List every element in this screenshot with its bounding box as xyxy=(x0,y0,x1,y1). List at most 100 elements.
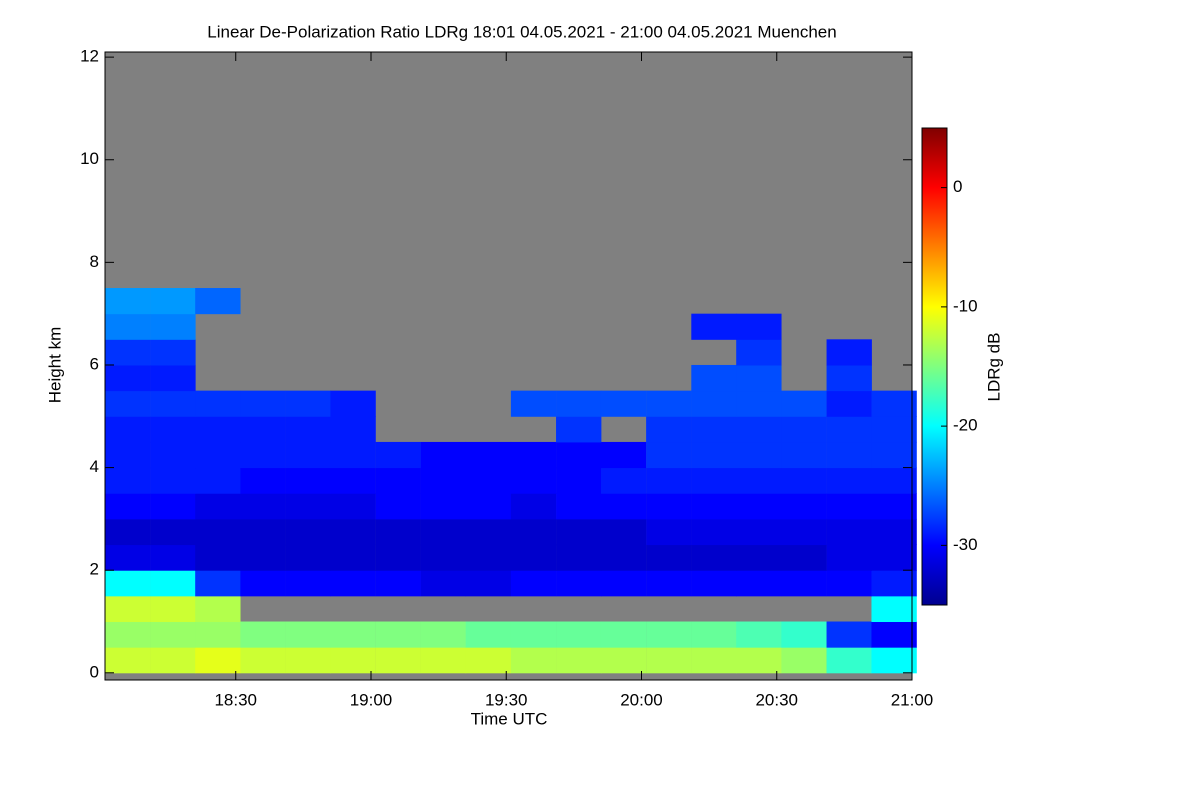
y-tick-label: 8 xyxy=(90,252,99,271)
heatmap-cell xyxy=(330,518,376,546)
heatmap-cell xyxy=(736,621,782,648)
heatmap-cell xyxy=(691,518,737,546)
heatmap-cell xyxy=(600,518,647,546)
heatmap-cell xyxy=(781,621,827,648)
heatmap-cell xyxy=(330,544,376,571)
heatmap-cell xyxy=(285,570,331,597)
heatmap-cell xyxy=(105,416,151,443)
y-axis-label: Height km xyxy=(45,327,64,404)
heatmap-cell xyxy=(195,570,241,597)
heatmap-cell xyxy=(195,518,241,546)
x-axis-label: Time UTC xyxy=(471,709,548,728)
heatmap-cell xyxy=(420,493,467,520)
heatmap-cell xyxy=(375,621,421,648)
heatmap-cell xyxy=(826,518,872,546)
heatmap-cell xyxy=(465,518,512,546)
heatmap-cell xyxy=(465,570,512,597)
x-tick-label: 20:30 xyxy=(755,690,798,709)
heatmap-cell xyxy=(556,416,602,443)
heatmap-cell xyxy=(600,544,647,571)
heatmap-cell xyxy=(105,441,151,469)
heatmap-cell xyxy=(510,390,557,417)
heatmap-cell xyxy=(646,621,692,648)
heatmap-cell xyxy=(240,518,286,546)
heatmap-cell xyxy=(330,390,376,417)
heatmap-cell xyxy=(375,467,421,494)
heatmap-cell xyxy=(826,621,872,648)
heatmap-cell xyxy=(781,467,827,494)
heatmap-cell xyxy=(781,441,827,469)
heatmap-cell xyxy=(195,493,241,520)
heatmap-cell xyxy=(105,647,151,674)
heatmap-cell xyxy=(195,441,241,469)
heatmap-cell xyxy=(330,570,376,597)
heatmap-cell xyxy=(330,416,376,443)
heatmap-cell xyxy=(736,390,782,417)
heatmap-cell xyxy=(871,467,917,494)
heatmap-cell xyxy=(691,493,737,520)
heatmap-cell xyxy=(600,570,647,597)
heatmap-cell xyxy=(600,441,647,469)
heatmap-cell xyxy=(736,647,782,674)
heatmap-cell xyxy=(150,544,196,571)
plot-area xyxy=(105,52,917,680)
heatmap-cell xyxy=(285,621,331,648)
heatmap-cell xyxy=(375,544,421,571)
heatmap-cell xyxy=(105,467,151,494)
plot-frame xyxy=(104,51,913,681)
heatmap-cell xyxy=(600,647,647,674)
heatmap-cell xyxy=(510,441,557,469)
heatmap-cell xyxy=(150,390,196,417)
y-tick-label: 0 xyxy=(90,662,99,681)
heatmap-cell xyxy=(556,544,602,571)
y-tick-label: 12 xyxy=(80,47,99,66)
heatmap-cell xyxy=(150,313,196,340)
heatmap-cell xyxy=(736,518,782,546)
heatmap-cell xyxy=(420,518,467,546)
heatmap-cell xyxy=(600,467,647,494)
heatmap-cell xyxy=(420,570,467,597)
heatmap-cell xyxy=(510,467,557,494)
heatmap-cell xyxy=(330,647,376,674)
heatmap-cell xyxy=(826,339,872,366)
heatmap-cell xyxy=(646,570,692,597)
heatmap-cell xyxy=(556,518,602,546)
heatmap-cell xyxy=(510,518,557,546)
heatmap-cell xyxy=(105,313,151,340)
heatmap-cell xyxy=(556,647,602,674)
heatmap-cell xyxy=(285,518,331,546)
heatmap-cell xyxy=(150,288,196,315)
heatmap-cell xyxy=(240,621,286,648)
heatmap-cell xyxy=(195,621,241,648)
heatmap-cell xyxy=(195,647,241,674)
x-tick-label: 19:30 xyxy=(485,690,528,709)
heatmap-cell xyxy=(691,313,737,340)
heatmap-cell xyxy=(195,544,241,571)
heatmap-cell xyxy=(871,621,917,648)
heatmap-cell xyxy=(195,467,241,494)
heatmap-cell xyxy=(646,544,692,571)
heatmap-cell xyxy=(781,493,827,520)
heatmap-cell xyxy=(285,390,331,417)
heatmap-cell xyxy=(646,647,692,674)
heatmap-cell xyxy=(465,467,512,494)
colorbar xyxy=(921,127,948,606)
chart-title: Linear De-Polarization Ratio LDRg 18:01 … xyxy=(207,22,836,41)
heatmap-cell xyxy=(105,570,151,597)
heatmap-cell xyxy=(150,339,196,366)
x-tick-label: 21:00 xyxy=(891,690,934,709)
heatmap-cell xyxy=(646,467,692,494)
heatmap-cell xyxy=(871,595,917,623)
heatmap-cell xyxy=(150,570,196,597)
heatmap-cell xyxy=(240,416,286,443)
heatmap-cell xyxy=(871,570,917,597)
heatmap-cell xyxy=(781,570,827,597)
heatmap-cell xyxy=(556,570,602,597)
heatmap-cell xyxy=(600,493,647,520)
colorbar-tick-label: 0 xyxy=(953,177,962,196)
heatmap-cell xyxy=(285,493,331,520)
heatmap-cell xyxy=(285,544,331,571)
heatmap-cell xyxy=(871,416,917,443)
y-tick-label: 2 xyxy=(90,560,99,579)
heatmap-cell xyxy=(150,595,196,623)
